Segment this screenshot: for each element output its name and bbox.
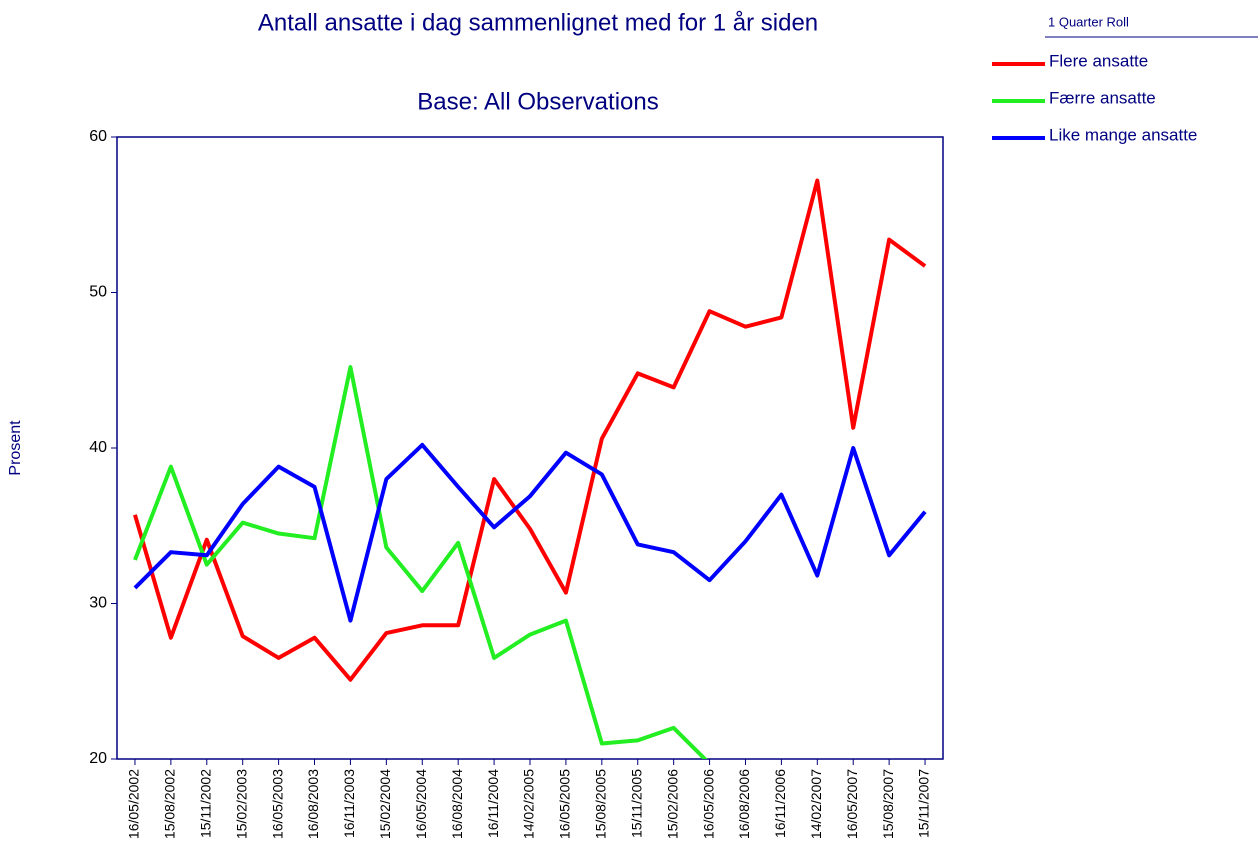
x-tick-label: 16/05/2007 bbox=[844, 769, 860, 839]
x-tick-label: 15/08/2005 bbox=[593, 769, 609, 839]
x-tick-label: 15/11/2002 bbox=[197, 769, 213, 838]
x-tick-label: 15/11/2005 bbox=[628, 769, 644, 838]
legend-label: Færre ansatte bbox=[1049, 88, 1156, 107]
x-tick-label: 15/02/2003 bbox=[233, 769, 249, 839]
x-tick-label: 16/05/2004 bbox=[413, 769, 429, 839]
x-tick-label: 15/02/2004 bbox=[377, 769, 393, 839]
legend-label: Flere ansatte bbox=[1049, 51, 1148, 70]
y-tick-label: 60 bbox=[89, 128, 107, 145]
x-tick-label: 16/11/2003 bbox=[341, 769, 357, 838]
series-line bbox=[133, 442, 927, 623]
x-tick-label: 16/08/2006 bbox=[736, 769, 752, 839]
x-tick-label: 16/08/2004 bbox=[449, 769, 465, 839]
series-line bbox=[133, 365, 708, 759]
x-tick-label: 16/11/2004 bbox=[485, 769, 501, 838]
plot-frame bbox=[116, 136, 944, 760]
chart-subtitle: Base: All Observations bbox=[417, 88, 658, 115]
y-tick-label: 20 bbox=[89, 750, 107, 767]
x-tick-label: 16/11/2006 bbox=[772, 769, 788, 838]
x-tick-label: 16/05/2003 bbox=[269, 769, 285, 839]
x-tick-label: 14/02/2007 bbox=[808, 769, 824, 839]
x-tick-label: 15/11/2007 bbox=[916, 769, 932, 838]
legend-label: Like mange ansatte bbox=[1049, 125, 1197, 144]
x-tick-label: 15/08/2007 bbox=[880, 769, 896, 839]
legend-title: 1 Quarter Roll bbox=[1048, 14, 1129, 29]
x-tick-label: 16/05/2005 bbox=[557, 769, 573, 839]
series-line bbox=[133, 178, 927, 682]
x-tick-label: 14/02/2005 bbox=[521, 769, 537, 839]
x-tick-label: 15/08/2002 bbox=[162, 769, 178, 839]
x-tick-label: 16/08/2003 bbox=[305, 769, 321, 839]
y-tick-label: 40 bbox=[89, 439, 107, 456]
x-tick-label: 16/05/2002 bbox=[126, 769, 142, 839]
y-tick-label: 30 bbox=[89, 595, 107, 612]
plot-area bbox=[133, 178, 927, 759]
x-tick-label: 15/02/2006 bbox=[664, 769, 680, 839]
y-tick-label: 50 bbox=[89, 284, 107, 301]
y-axis-label: Prosent bbox=[7, 420, 24, 476]
chart-title: Antall ansatte i dag sammenlignet med fo… bbox=[258, 9, 818, 36]
x-tick-label: 16/05/2006 bbox=[700, 769, 716, 839]
